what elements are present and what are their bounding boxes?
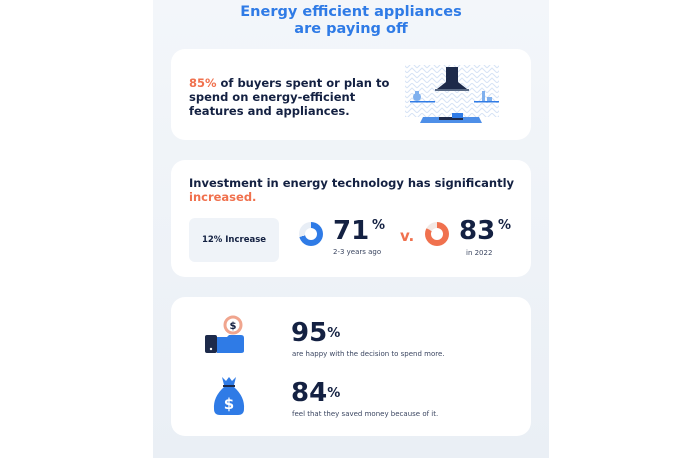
satisfaction-card: $ 95% are happy with the decision to spe… [171,297,531,436]
page-title: Energy efficient appliances are paying o… [153,4,549,38]
stat-84: 84% [291,379,340,407]
donut-chart-icon [299,222,323,246]
buyers-stat-text: 85% of buyers spent or plan to spend on … [189,76,399,118]
before-value: 71 [333,216,370,246]
investment-card: Investment in energy technology has sign… [171,160,531,277]
donut-chart-icon [425,222,449,246]
infographic-panel: Energy efficient appliances are paying o… [153,0,549,458]
stat-label: feel that they saved money because of it… [292,410,439,418]
stat-value: 95 [291,318,328,348]
title-line-2: are paying off [294,21,408,37]
increase-badge: 12% Increase [189,218,279,262]
investment-heading: Investment in energy technology has sign… [189,176,531,204]
investment-heading-accent: increased. [189,190,257,204]
after-percent-sign: % [498,218,512,233]
increase-label: 12% Increase [201,235,267,245]
stat-95: 95% [291,319,340,347]
buyers-description: of buyers spent or plan to spend on ener… [189,76,390,118]
versus-label: v. [400,227,415,245]
investment-heading-text: Investment in energy technology has sign… [189,176,515,190]
stat-percent-sign: % [327,326,341,341]
buyers-card: 85% of buyers spent or plan to spend on … [171,49,531,140]
stat-percent-sign: % [327,386,341,401]
kitchen-range-hood-icon [405,65,499,123]
money-bag-icon: $ [213,377,245,415]
title-line-1: Energy efficient appliances [240,4,462,20]
stat-value: 84 [291,378,328,408]
svg-text:$: $ [224,395,234,413]
stat-label: are happy with the decision to spend mor… [292,350,445,358]
thumbs-up-dollar-icon: $ [205,315,244,353]
before-label: 2-3 years ago [333,248,382,256]
after-label: in 2022 [466,249,493,257]
buyers-percent: 85% [189,76,217,90]
before-percent-sign: % [372,218,386,233]
svg-text:$: $ [230,321,237,332]
after-value: 83 [459,216,496,246]
